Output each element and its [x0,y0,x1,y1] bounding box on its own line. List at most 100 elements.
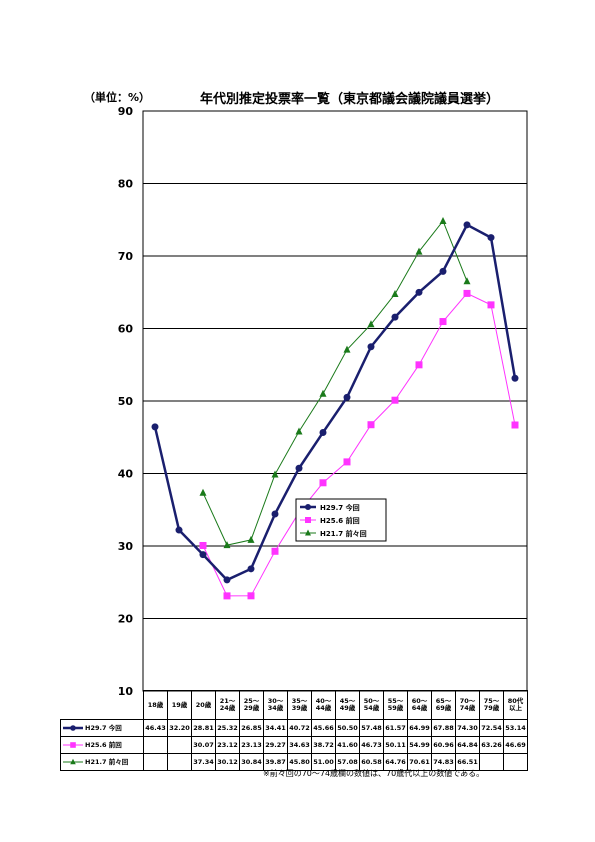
data-label [167,736,192,754]
data-table: 18歳 19歳 20歳 21～ 24歳 25～ 29歳 30～ 34歳 35～ 39歳 40～ 44歳 4… [60,690,528,771]
x-tick-label: 80代 以上 [503,690,528,720]
data-point [305,529,311,536]
table-row: H21.7 前々回 37.34 30.12 30.84 39.87 45.80 51.00 5… [60,753,528,771]
x-tick-label: 18歳 [143,690,168,720]
data-label: 54.99 [407,736,432,754]
data-label: 46.43 [143,719,168,737]
x-tick-label: 60～ 64歳 [407,690,432,720]
data-point [199,551,207,559]
series-name: H21.7 前々回 [85,758,129,766]
x-tick-label: 21～ 24歳 [215,690,240,720]
data-point [70,742,76,748]
series-line [202,292,516,597]
data-point [415,247,423,255]
x-tick-label: 50～ 54歳 [359,690,384,720]
x-tick-label: 25～ 29歳 [239,690,264,720]
data-point [415,361,423,369]
data-label: 25.32 [215,719,240,737]
data-point [151,423,159,431]
legend-key-icon [63,742,83,748]
series-0 [151,221,519,584]
data-label [143,736,168,754]
data-point [247,535,255,543]
y-tick-label: 90 [118,105,134,118]
data-point [343,458,351,466]
data-label: 70.61 [407,753,432,771]
data-label: 34.63 [287,736,312,754]
data-label: 74.30 [455,719,480,737]
data-label: 57.48 [359,719,384,737]
x-tick-label: 40～ 44歳 [311,690,336,720]
series-lines [151,216,519,600]
data-point [487,234,495,242]
data-label: 34.41 [263,719,288,737]
data-point [367,421,375,429]
x-tick-label: 30～ 34歳 [263,690,288,720]
x-tick-label: 35～ 39歳 [287,690,312,720]
data-point [175,526,183,534]
data-label: 41.60 [335,736,360,754]
data-label: 32.20 [167,719,192,737]
data-point [511,374,519,382]
table-row: H29.7 今回 46.43 32.20 28.81 25.32 26.85 34.41 40… [60,719,528,737]
legend-key-icon [63,758,83,765]
data-point [271,547,279,555]
data-point [305,517,311,523]
data-point [439,318,447,326]
y-tick-label: 60 [118,323,134,336]
y-tick-label: 50 [118,395,134,408]
data-point [391,313,399,321]
data-point [439,267,447,275]
data-point [463,289,471,297]
footnote: ※前々回の70～74歳欄の数値は、70歳代以上の数値である。 [263,769,485,778]
data-label: 64.99 [407,719,432,737]
y-tick-label: 20 [118,613,134,626]
data-point [247,592,255,600]
data-label: 72.54 [479,719,504,737]
data-label [503,753,528,771]
legend-label: H25.6 前回 [320,516,360,525]
data-label: 53.14 [503,719,528,737]
table-row: H25.6 前回 30.07 23.12 23.13 29.27 34.63 38.72 41… [60,736,528,754]
data-point [295,427,303,435]
data-label: 30.12 [215,753,240,771]
data-label: 37.34 [191,753,216,771]
data-point [271,510,279,518]
data-label: 23.13 [239,736,264,754]
data-point [295,464,303,472]
data-label: 39.87 [263,753,288,771]
data-label: 50.50 [335,719,360,737]
x-tick-label: 65～ 69歳 [431,690,456,720]
legend: H29.7 今回 H25.6 前回 H21.7 前々回 [295,498,387,542]
series-line [153,223,517,582]
unit-label: （単位：%） [84,91,151,104]
data-point [223,592,231,600]
data-point [367,320,375,328]
data-label: 38.72 [311,736,336,754]
x-tick-label: 20歳 [191,690,216,720]
series-2 [199,216,471,549]
data-point [305,504,311,510]
data-point [271,470,279,478]
data-label: 50.11 [383,736,408,754]
y-tick-label: 80 [118,178,134,191]
data-label: 30.07 [191,736,216,754]
data-point [439,216,447,224]
data-point [343,345,351,353]
data-point [415,288,423,296]
data-point [319,389,327,397]
chart-title: 年代別推定投票率一覧（東京都議会議院議員選挙） [200,92,500,107]
data-point [343,393,351,401]
data-point [199,541,207,549]
y-tick-label: 40 [118,468,134,481]
data-label: 45.66 [311,719,336,737]
data-label: 63.26 [479,736,504,754]
x-tick-label: 19歳 [167,690,192,720]
data-point [319,479,327,487]
data-point [247,565,255,573]
data-point [223,576,231,584]
series-name: H29.7 今回 [85,724,122,732]
data-label: 26.85 [239,719,264,737]
legend-label: H21.7 前々回 [320,529,367,538]
